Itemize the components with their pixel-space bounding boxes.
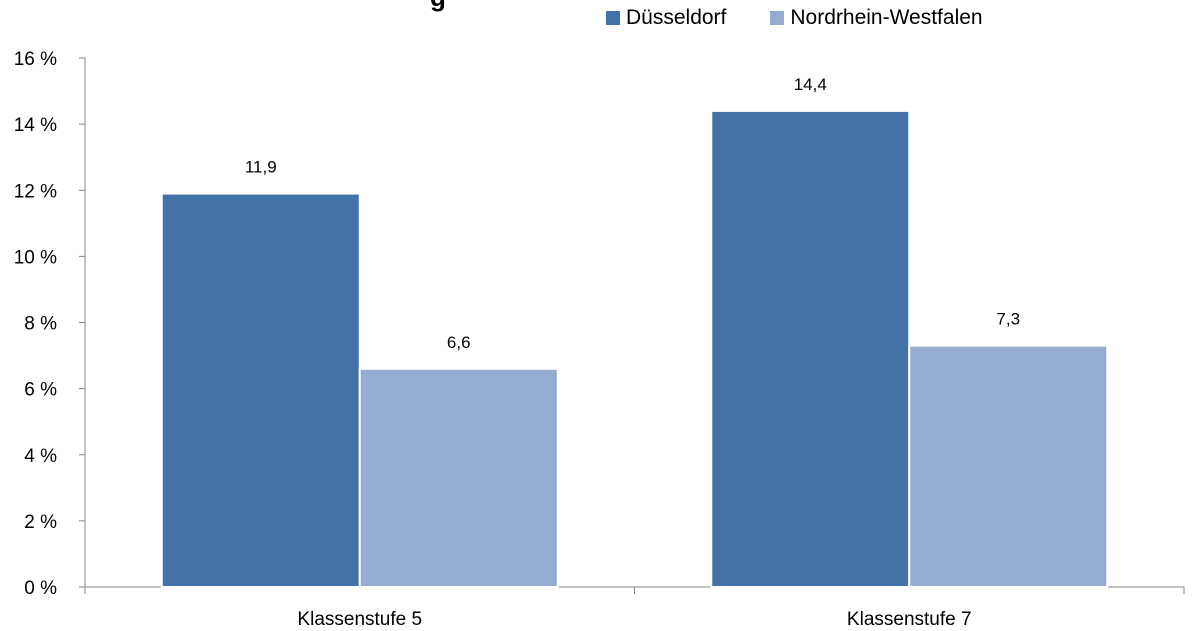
y-tick-label: 4 % [24, 446, 57, 467]
chart-title: g [430, 0, 446, 13]
y-tick-label: 6 % [24, 380, 57, 401]
x-tick-label: Klassenstufe 5 [297, 609, 422, 630]
y-tick-label: 14 % [14, 115, 57, 136]
y-tick-label: 0 % [24, 578, 57, 599]
bar [908, 344, 1109, 588]
legend-item-nrw: Nordrhein-Westfalen [770, 6, 983, 30]
legend: Düsseldorf Nordrhein-Westfalen [606, 6, 1027, 30]
legend-swatch-duesseldorf [606, 11, 620, 25]
y-tick-label: 8 % [24, 314, 57, 335]
data-label: 11,9 [245, 158, 277, 177]
x-tick-label: Klassenstufe 7 [847, 609, 972, 630]
legend-label-nrw: Nordrhein-Westfalen [790, 6, 983, 29]
legend-swatch-nrw [770, 11, 785, 25]
bar [160, 192, 361, 588]
legend-label-duesseldorf: Düsseldorf [626, 6, 727, 29]
y-tick-label: 2 % [24, 512, 57, 533]
bar [710, 109, 911, 589]
bar [358, 367, 559, 588]
y-tick-label: 12 % [14, 181, 57, 202]
y-tick-label: 16 % [14, 49, 57, 70]
y-tick-label: 10 % [14, 247, 57, 268]
data-label: 14,4 [794, 75, 827, 94]
data-label: 7,3 [996, 310, 1020, 329]
data-label: 6,6 [447, 333, 471, 352]
legend-item-duesseldorf: Düsseldorf [606, 6, 726, 30]
